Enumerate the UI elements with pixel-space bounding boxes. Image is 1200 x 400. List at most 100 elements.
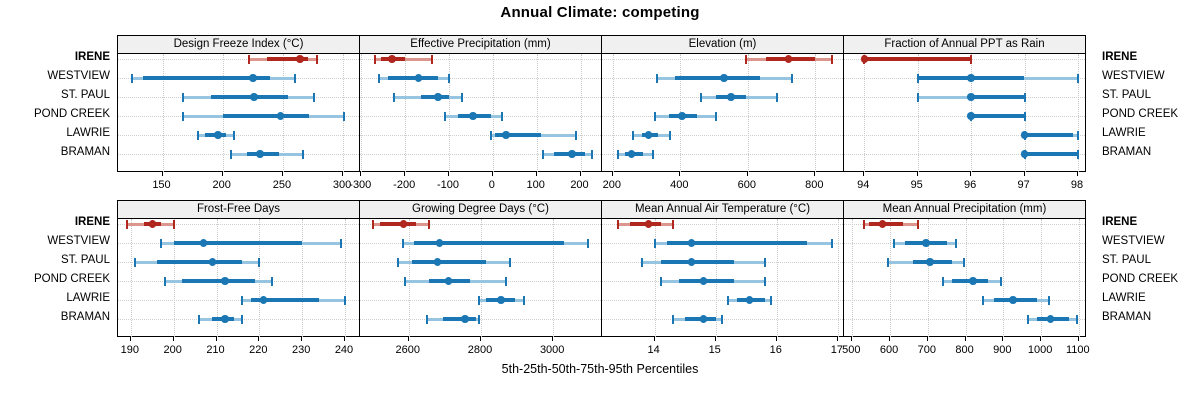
gridline: [612, 54, 614, 172]
panel-elevation-m-: Elevation (m): [601, 35, 844, 172]
whisker-cap-5th: [373, 54, 376, 64]
whisker-cap-95th: [1023, 111, 1026, 121]
whisker-cap-95th: [232, 130, 235, 140]
axis-tick-label: 600: [737, 179, 756, 191]
axis-tick-label: 95: [910, 179, 923, 191]
percentile-box-25-75: [182, 279, 255, 283]
row-reference-line: [360, 135, 601, 136]
axis-tick-mark: [926, 337, 928, 341]
axis-tick-label: 96: [963, 179, 977, 191]
panel-effective-precipitation-mm-: Effective Precipitation (mm): [359, 35, 602, 172]
row-label-right: IRENE: [1102, 216, 1138, 228]
whisker-cap-5th: [887, 257, 890, 267]
whisker-cap-5th: [745, 54, 748, 64]
percentile-box-25-75: [864, 57, 972, 61]
whisker-cap-5th: [916, 92, 919, 102]
gridline: [302, 219, 304, 337]
axis-tick-mark: [129, 337, 131, 341]
whisker-cap-95th: [294, 73, 296, 83]
axis-tick-label: 14: [647, 344, 660, 356]
row-label-right: ST. PAUL: [1102, 89, 1151, 101]
row-label-right: LAWRIE: [1102, 292, 1146, 304]
median-dot: [148, 220, 156, 228]
whisker-cap-95th: [448, 73, 450, 83]
whisker-cap-5th: [425, 314, 428, 324]
whisker-cap-5th: [134, 257, 137, 267]
whisker-cap-5th: [699, 92, 702, 102]
whisker-cap-5th: [892, 238, 895, 248]
median-dot: [208, 258, 216, 266]
axis-tick-mark: [344, 337, 345, 341]
whisker-cap-95th: [500, 111, 503, 121]
gridline: [747, 54, 749, 172]
gridline: [553, 219, 555, 337]
median-dot: [969, 277, 977, 285]
whisker-cap-5th: [125, 219, 128, 229]
median-dot: [414, 74, 423, 82]
panel-strip: Mean Annual Air Temperature (°C): [602, 201, 843, 219]
row-label-left: ST. PAUL: [61, 254, 110, 266]
axis-tick-label: 16: [769, 344, 782, 356]
axis-tick-mark: [653, 337, 655, 341]
axis-tick-label: 200: [570, 179, 589, 191]
panel-strip: Growing Degree Days (°C): [360, 201, 601, 219]
row-reference-line: [118, 224, 359, 225]
median-dot: [922, 239, 930, 247]
axis-tick-label: 210: [206, 344, 225, 356]
gridline: [965, 219, 967, 337]
median-dot: [250, 93, 258, 101]
axis-tick-mark: [1077, 337, 1079, 341]
axis-tick-label: 200: [163, 344, 182, 356]
whisker-cap-95th: [671, 219, 674, 229]
whisker-cap-95th: [775, 92, 778, 102]
panel-strip-title: Elevation (m): [688, 38, 757, 50]
row-reference-line: [360, 154, 601, 155]
panel-strip-title: Effective Precipitation (mm): [410, 38, 551, 50]
median-dot: [214, 131, 222, 139]
panel-strip: Mean Annual Precipitation (mm): [844, 201, 1085, 219]
whisker-cap-5th: [862, 219, 865, 229]
panel-strip: Fraction of Annual PPT as Rain: [844, 36, 1085, 54]
gridline: [361, 54, 363, 172]
panel-strip-title: Design Freeze Index (°C): [173, 38, 304, 50]
whisker-cap-5th: [198, 314, 201, 324]
axis-tick-mark: [970, 172, 972, 176]
percentile-box-25-75: [156, 260, 243, 264]
row-reference-line: [602, 116, 843, 117]
whisker-cap-5th: [941, 276, 944, 286]
gridline: [715, 219, 717, 337]
whisker-cap-95th: [478, 314, 481, 324]
row-reference-line: [602, 154, 843, 155]
axis-tick-label: 200: [602, 179, 621, 191]
median-dot: [784, 55, 793, 63]
gridline: [259, 219, 261, 337]
whisker-cap-95th: [970, 54, 973, 64]
whisker-cap-95th: [962, 257, 965, 267]
axis-tick-label: -300: [349, 179, 372, 191]
row-reference-line: [118, 59, 359, 60]
whisker-cap-95th: [790, 73, 793, 83]
whisker-cap-95th: [430, 54, 433, 64]
gridline: [776, 219, 778, 337]
row-reference-line: [360, 319, 601, 320]
axis-tick-mark: [714, 337, 716, 341]
axis-tick-mark: [889, 337, 891, 341]
percentile-box-25-75: [1024, 152, 1078, 156]
median-dot: [568, 150, 576, 158]
whisker-cap-5th: [159, 238, 162, 248]
whisker-cap-95th: [1077, 130, 1079, 140]
axis-tick-label: 240: [334, 344, 354, 356]
row-reference-line: [844, 154, 1085, 155]
axis-tick-label: 1100: [1065, 344, 1090, 356]
axis-tick-mark: [407, 337, 409, 341]
gridline: [222, 54, 224, 172]
gridline: [1041, 219, 1043, 337]
axis-tick-mark: [863, 172, 865, 176]
panel-plot-area: [118, 54, 359, 172]
axis-tick-label: 600: [879, 344, 899, 356]
row-label-right: POND CREEK: [1102, 108, 1179, 120]
axis-tick-mark: [814, 172, 816, 176]
whisker-cap-95th: [505, 276, 508, 286]
whisker-cap-5th: [371, 219, 374, 229]
gridline: [408, 219, 410, 337]
